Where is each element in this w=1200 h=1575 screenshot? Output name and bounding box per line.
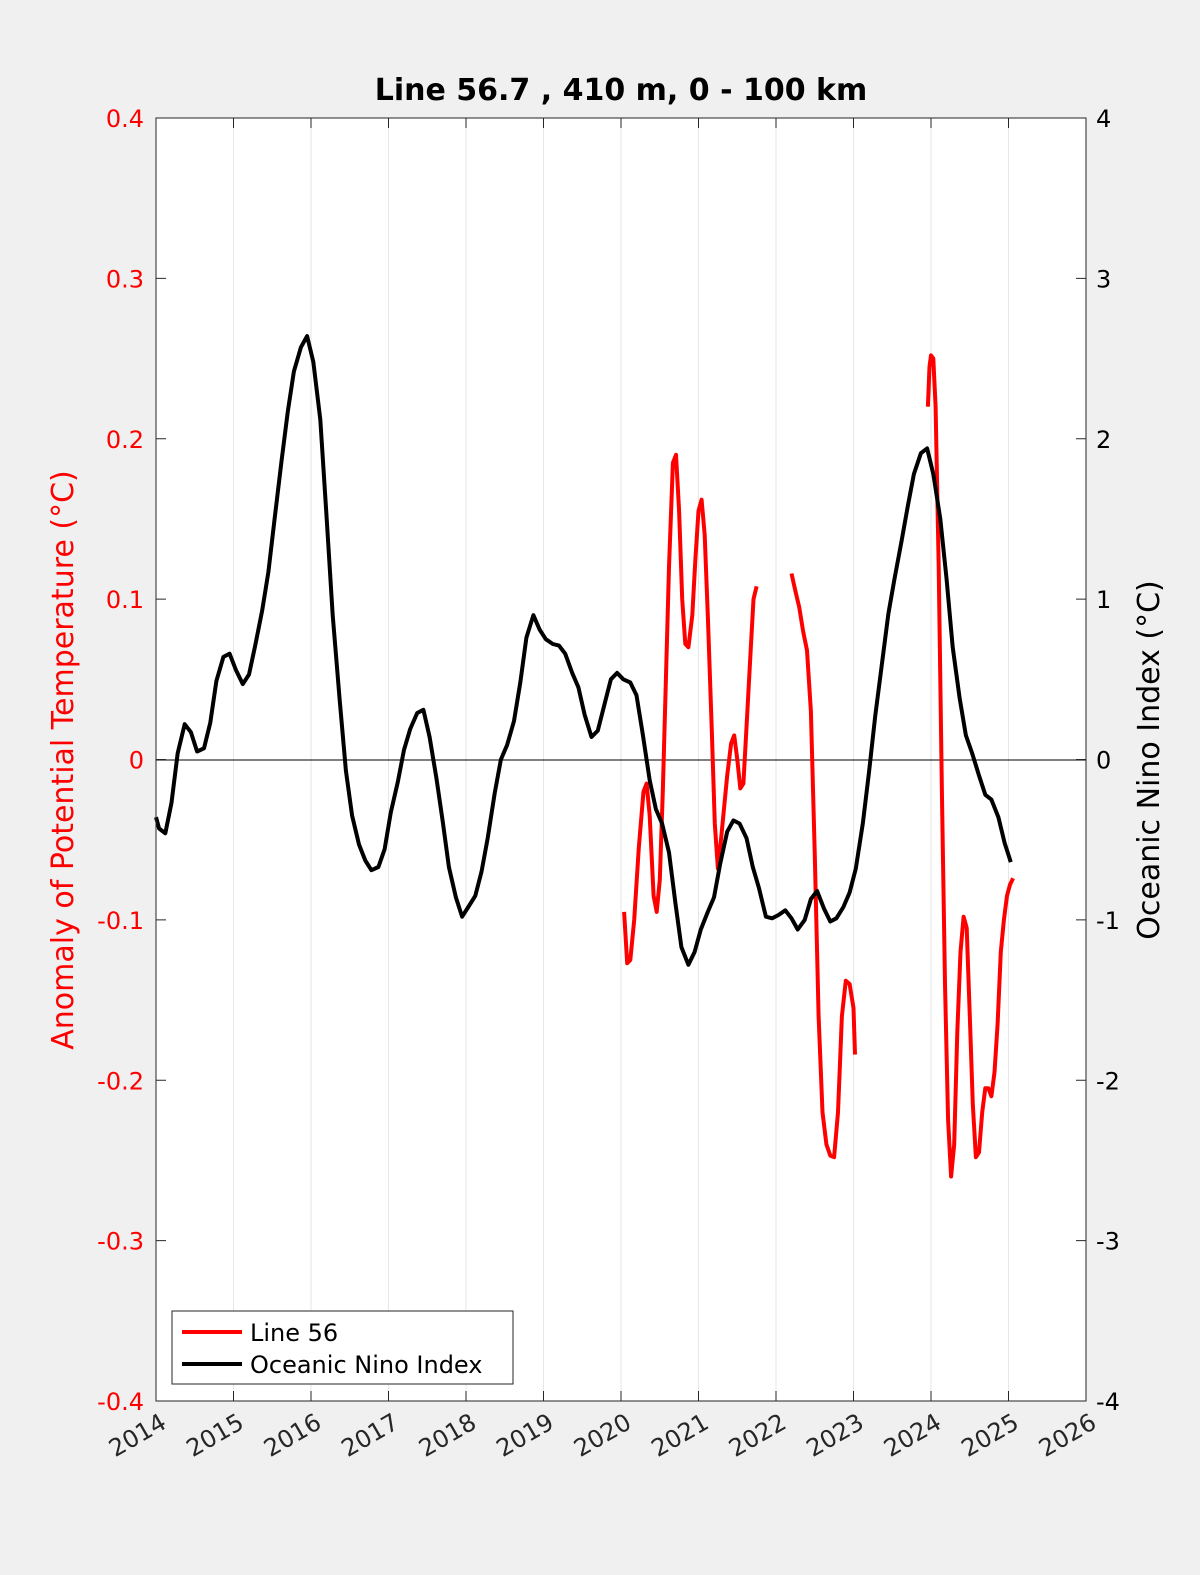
legend-label-line56: Line 56 xyxy=(250,1319,338,1347)
left-tick-label: 0.1 xyxy=(106,586,144,614)
series-line-oceanic-nino-index xyxy=(154,334,1013,967)
right-tick-label: 0 xyxy=(1096,747,1111,775)
left-axis: -0.4 -0.3 -0.2 -0.1 0 0.1 0.2 0.3 0.4 xyxy=(97,105,166,1416)
left-axis-label: Anomaly of Potential Temperature (°C) xyxy=(46,470,81,1049)
left-tick-label: 0.2 xyxy=(106,426,144,454)
right-tick-label: -4 xyxy=(1096,1388,1120,1416)
series-line-line-56-segment-3 xyxy=(925,353,1015,1179)
legend-box xyxy=(171,1310,514,1385)
left-tick-label: -0.2 xyxy=(97,1067,144,1095)
series-layer xyxy=(154,334,1015,1179)
left-tick-label: 0.4 xyxy=(106,105,144,133)
right-axis-label: Oceanic Nino Index (°C) xyxy=(1132,580,1167,940)
left-tick-label: -0.1 xyxy=(97,907,144,935)
series-line-line-56-segment-1 xyxy=(622,452,759,966)
left-tick-label: 0.3 xyxy=(106,265,144,293)
right-tick-label: 3 xyxy=(1096,265,1111,293)
right-tick-label: -3 xyxy=(1096,1228,1120,1256)
right-tick-label: 2 xyxy=(1096,426,1111,454)
left-tick-label: -0.4 xyxy=(97,1388,144,1416)
legend-label-oni: Oceanic Nino Index xyxy=(250,1351,482,1379)
right-tick-label: 1 xyxy=(1096,586,1111,614)
right-tick-label: -1 xyxy=(1096,907,1120,935)
legend: Line 56 Oceanic Nino Index xyxy=(171,1310,514,1385)
left-tick-label: -0.3 xyxy=(97,1228,144,1256)
series-line-line-56-segment-2 xyxy=(789,573,857,1160)
left-tick-label: 0 xyxy=(129,747,144,775)
chart-title: Line 56.7 , 410 m, 0 - 100 km xyxy=(375,73,868,108)
right-tick-label: 4 xyxy=(1096,105,1111,133)
right-tick-label: -2 xyxy=(1096,1067,1120,1095)
right-axis: -4 -3 -2 -1 0 1 2 3 4 xyxy=(1076,105,1120,1416)
